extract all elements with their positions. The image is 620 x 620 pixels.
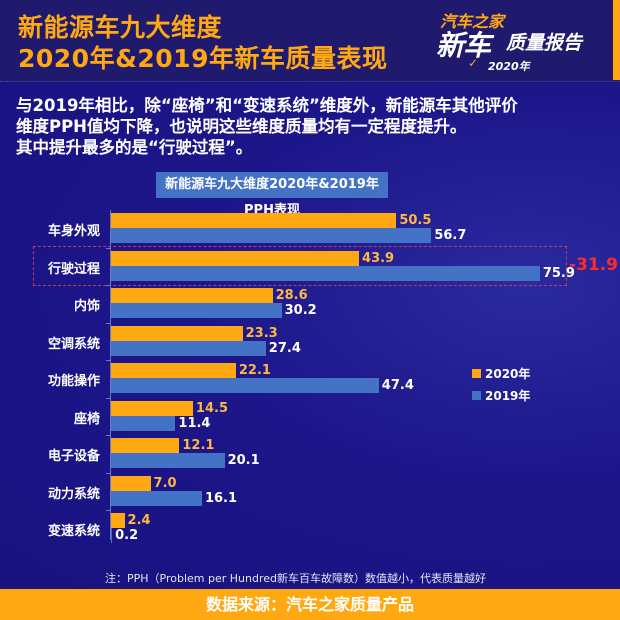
bar-y2019	[111, 490, 202, 506]
bar-value-label: 47.4	[381, 378, 414, 393]
bar-value-label: 22.1	[238, 363, 271, 378]
source-footer: 数据来源：汽车之家质量产品	[0, 589, 620, 620]
bar-y2020	[111, 325, 243, 341]
bar-value-label: 23.3	[245, 325, 278, 341]
logo-line2b: 质量报告	[506, 32, 583, 54]
legend: 2020年 2019年	[472, 363, 530, 407]
axis-tick	[106, 247, 111, 249]
description: 与2019年相比，除“座椅”和“变速系统”维度外，新能源车其他评价 维度PPH值…	[16, 95, 616, 158]
bar-y2019	[111, 228, 432, 243]
bar-y2019	[111, 378, 379, 393]
bar-value-label: 12.1	[182, 438, 215, 453]
bar-y2020	[111, 250, 360, 266]
bar-y2020	[111, 288, 273, 303]
chart-title: 新能源车九大维度2020年&2019年PPH表现	[156, 172, 388, 218]
category-label: 动力系统	[47, 486, 100, 502]
description-line2: 维度PPH值均下降，也说明这些维度质量均有一定程度提升。	[16, 117, 467, 136]
category-label: 变速系统	[47, 524, 100, 539]
bar-value-label: 27.4	[268, 340, 301, 356]
page-title-line2: 2020年&2019年新车质量表现	[18, 44, 388, 73]
bar-value-label: 7.0	[153, 475, 177, 491]
bar-y2020	[111, 213, 397, 228]
bar-value-label: 30.2	[284, 303, 317, 318]
legend-swatch-2019	[472, 390, 481, 400]
delta-annotation: -31.9	[569, 255, 618, 275]
page-title: 新能源车九大维度 2020年&2019年新车质量表现	[18, 12, 387, 74]
main-panel: 与2019年相比，除“座椅”和“变速系统”维度外，新能源车其他评价 维度PPH值…	[0, 83, 620, 588]
logo-year: 2020年	[488, 60, 530, 73]
bar-value-label: 28.6	[275, 288, 308, 303]
bar-y2020	[111, 400, 193, 416]
bar-y2019	[111, 340, 266, 356]
bar-value-label: 14.5	[195, 400, 228, 416]
description-line1: 与2019年相比，除“座椅”和“变速系统”维度外，新能源车其他评价	[16, 96, 518, 115]
header-accent-bar	[613, 0, 620, 80]
legend-label-2020: 2020年	[485, 366, 531, 381]
logo-line1: 汽车之家	[440, 12, 505, 31]
category-label: 空调系统	[47, 336, 100, 352]
bar-y2020	[111, 513, 125, 528]
highlight-box	[33, 246, 567, 286]
legend-item-2019: 2019年	[472, 385, 530, 405]
brand-logo: 汽车之家 新车 质量报告 ✓ 2020年	[428, 8, 608, 76]
page-title-line1: 新能源车九大维度	[18, 13, 223, 42]
bar-value-label: 50.5	[399, 213, 432, 228]
legend-swatch-2020	[472, 368, 481, 378]
axis-tick	[106, 510, 111, 511]
bar-y2020	[111, 475, 151, 491]
bar-value-label: 11.4	[178, 415, 211, 431]
category-label: 座椅	[73, 411, 100, 427]
bar-y2020	[111, 438, 180, 453]
bar-y2019	[111, 528, 113, 543]
bar-value-label: 16.1	[204, 490, 238, 506]
bar-y2020	[111, 363, 236, 378]
logo-line2a: 新车	[436, 29, 491, 62]
category-label: 电子设备	[47, 449, 100, 464]
bar-y2019	[111, 453, 225, 468]
bar-value-label: 0.2	[115, 528, 139, 543]
axis-tick	[106, 397, 111, 399]
category-label: 车身外观	[47, 224, 100, 239]
category-label: 行驶过程	[47, 261, 100, 277]
bar-y2019	[111, 415, 176, 431]
header: 新能源车九大维度 2020年&2019年新车质量表现 汽车之家 新车 质量报告 …	[0, 0, 620, 82]
axis-tick	[106, 285, 111, 286]
axis-tick	[106, 435, 111, 436]
bar-value-label: 20.1	[227, 453, 260, 468]
bar-value-label: 75.9	[542, 265, 575, 281]
legend-item-2020: 2020年	[472, 363, 530, 383]
axis-tick	[106, 472, 111, 474]
bar-y2019	[111, 303, 282, 318]
axis-tick	[106, 322, 111, 324]
axis-tick	[106, 360, 111, 361]
bar-value-label: 43.9	[362, 250, 395, 266]
bar-value-label: 2.4	[127, 513, 151, 528]
category-label: 内饰	[73, 299, 100, 314]
bar-value-label: 56.7	[434, 228, 467, 243]
bar-y2019	[111, 265, 540, 281]
description-line3: 其中提升最多的是“行驶过程”。	[16, 138, 253, 157]
legend-label-2019: 2019年	[485, 388, 531, 403]
footnote: 注：PPH（Problem per Hundred新车百车故障数）数值越小，代表…	[105, 572, 487, 585]
y-axis	[110, 210, 111, 540]
category-label: 功能操作	[47, 374, 100, 389]
check-mark-icon: ✓	[468, 56, 479, 70]
